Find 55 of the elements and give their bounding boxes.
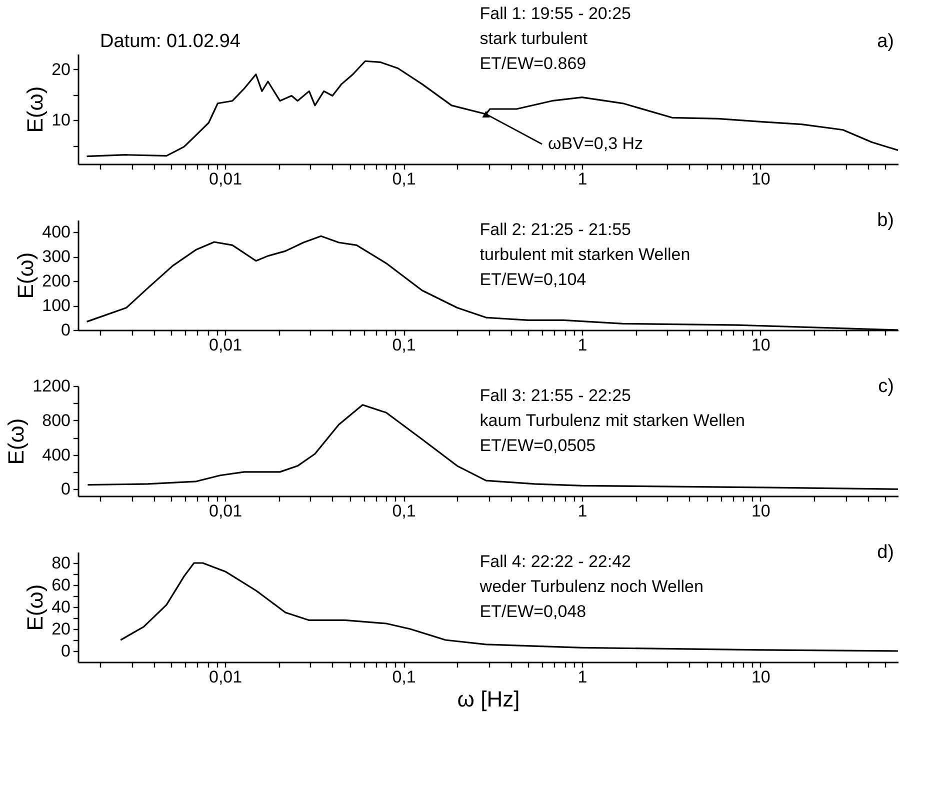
x-tick-label: 0,1	[392, 170, 416, 188]
x-tick-label: 1	[578, 336, 588, 354]
annotation: ET/EW=0,0505	[480, 436, 596, 455]
y-tick-label: 20	[52, 620, 70, 638]
y-tick-label: 60	[52, 576, 70, 594]
x-tick-label: 1	[578, 170, 588, 188]
y-tick-label: 800	[42, 410, 70, 430]
text: Datum: 01.02.94	[100, 31, 241, 52]
x-tick-label: 0,01	[208, 170, 242, 188]
y-axis-title: E(ω)	[22, 584, 48, 631]
x-tick-label: 0,1	[392, 336, 416, 354]
x-tick-label: 10	[751, 502, 770, 520]
x-tick-label: 0,1	[392, 668, 416, 686]
y-tick-label: 0	[61, 480, 70, 499]
y-tick-label: 80	[52, 554, 70, 572]
y-tick-label: 0	[61, 320, 70, 340]
x-axis-title: ω [Hz]	[457, 686, 520, 712]
y-axis-title: E(ω)	[22, 86, 48, 133]
x-tick-label: 0,1	[392, 502, 416, 520]
x-tick-label: 10	[751, 668, 770, 686]
y-tick-label: 20	[52, 60, 70, 79]
y-tick-label: 40	[52, 598, 70, 616]
x-tick-label: 0,01	[208, 668, 242, 686]
x-tick-label: 0,01	[208, 502, 242, 520]
annotation: turbulent mit starken Wellen	[480, 245, 690, 264]
y-tick-label: 400	[42, 445, 70, 464]
y-axis-title: E(ω)	[13, 252, 38, 299]
text: stark turbulent	[480, 29, 588, 48]
y-tick-label: 200	[42, 272, 70, 291]
annotation: Fall 4: 22:22 - 22:42	[480, 552, 632, 571]
y-tick-label: 100	[42, 296, 70, 316]
y-tick-label: 400	[42, 222, 70, 242]
text: Fall 1: 19:55 - 20:25	[480, 4, 632, 23]
text: a)	[877, 31, 894, 52]
annotation: ET/EW=0,104	[480, 270, 586, 289]
x-tick-label: 0,01	[208, 336, 242, 354]
annotation: ωBV=0,3 Hz	[548, 134, 644, 154]
annotation: b)	[877, 210, 894, 231]
annotation: ET/EW=0,048	[480, 602, 586, 621]
annotation: d)	[877, 542, 894, 563]
annotation: kaum Turbulenz mit starken Wellen	[480, 411, 745, 430]
x-tick-label: 10	[751, 170, 770, 188]
y-tick-label: 1200	[32, 376, 70, 396]
y-tick-label: 0	[61, 642, 70, 660]
annotation: weder Turbulenz noch Wellen	[478, 577, 704, 596]
annotation: Fall 3: 21:55 - 22:25	[480, 386, 632, 405]
x-tick-label: 1	[578, 668, 588, 686]
y-axis-title: E(ω)	[4, 418, 29, 465]
annotation: Fall 2: 21:25 - 21:55	[480, 220, 632, 239]
y-tick-label: 10	[52, 110, 70, 130]
annotation: c)	[878, 376, 894, 397]
annotation: ET/EW=0.869	[480, 54, 586, 73]
y-tick-label: 300	[42, 247, 70, 266]
x-tick-label: 1	[578, 502, 588, 520]
x-tick-label: 10	[751, 336, 770, 354]
